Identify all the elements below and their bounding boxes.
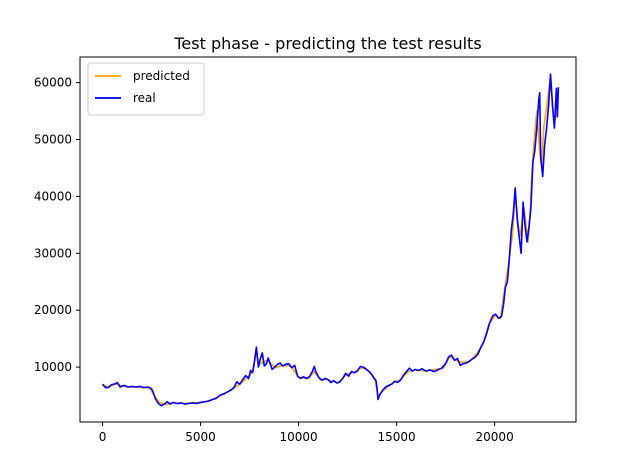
x-tick-label: 0 [99,430,107,444]
y-tick-label: 40000 [34,189,72,203]
x-tick-label: 10000 [279,430,317,444]
legend-label-real: real [133,91,156,105]
y-tick-label: 10000 [34,360,72,374]
series-layer [101,73,560,407]
x-tick-label: 15000 [378,430,416,444]
y-tick-label: 50000 [34,133,72,147]
y-tick-label: 20000 [34,303,72,317]
legend: predicted real [87,62,205,116]
x-tick-label: 20000 [476,430,514,444]
legend-label-predicted: predicted [133,69,190,83]
y-axis: 10000 20000 30000 40000 50000 60000 [34,76,80,374]
y-tick-label: 60000 [34,76,72,90]
x-axis: 0 5000 10000 15000 20000 [99,422,514,444]
series-line-real [101,73,560,407]
plot-area-frame [79,56,577,423]
x-tick-label: 5000 [185,430,216,444]
y-tick-label: 30000 [34,246,72,260]
chart-title: Test phase - predicting the test results [173,34,481,53]
